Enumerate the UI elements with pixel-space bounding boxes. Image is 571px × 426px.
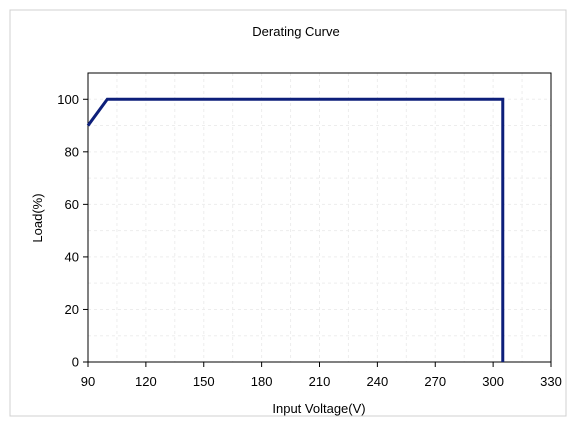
x-tick-label: 120 xyxy=(135,374,157,389)
y-tick-label: 100 xyxy=(57,92,79,107)
x-tick-label: 240 xyxy=(367,374,389,389)
grid-lines xyxy=(87,72,552,363)
axis-ticks xyxy=(83,98,552,367)
derating-line xyxy=(86,97,505,362)
x-tick-label: 90 xyxy=(81,374,95,389)
x-tick-label: 330 xyxy=(540,374,562,389)
x-tick-label: 210 xyxy=(309,374,331,389)
x-axis-tick-labels: 90 120 150 180 210 240 270 300 330 xyxy=(81,374,562,389)
chart-border xyxy=(9,9,567,417)
x-axis-label: Input Voltage(V) xyxy=(272,401,365,416)
y-tick-label: 80 xyxy=(65,144,79,159)
series-layer xyxy=(86,97,505,362)
y-tick-label: 20 xyxy=(65,302,79,317)
y-tick-label: 40 xyxy=(65,249,79,264)
chart-title: Derating Curve xyxy=(252,24,339,39)
x-tick-label: 300 xyxy=(482,374,504,389)
y-axis-tick-labels: 0 20 40 60 80 100 xyxy=(57,92,79,370)
x-tick-label: 180 xyxy=(251,374,273,389)
x-tick-label: 150 xyxy=(193,374,215,389)
x-tick-label: 270 xyxy=(424,374,446,389)
y-tick-label: 60 xyxy=(65,197,79,212)
y-axis-label: Load(%) xyxy=(30,193,45,242)
y-tick-label: 0 xyxy=(72,355,79,370)
